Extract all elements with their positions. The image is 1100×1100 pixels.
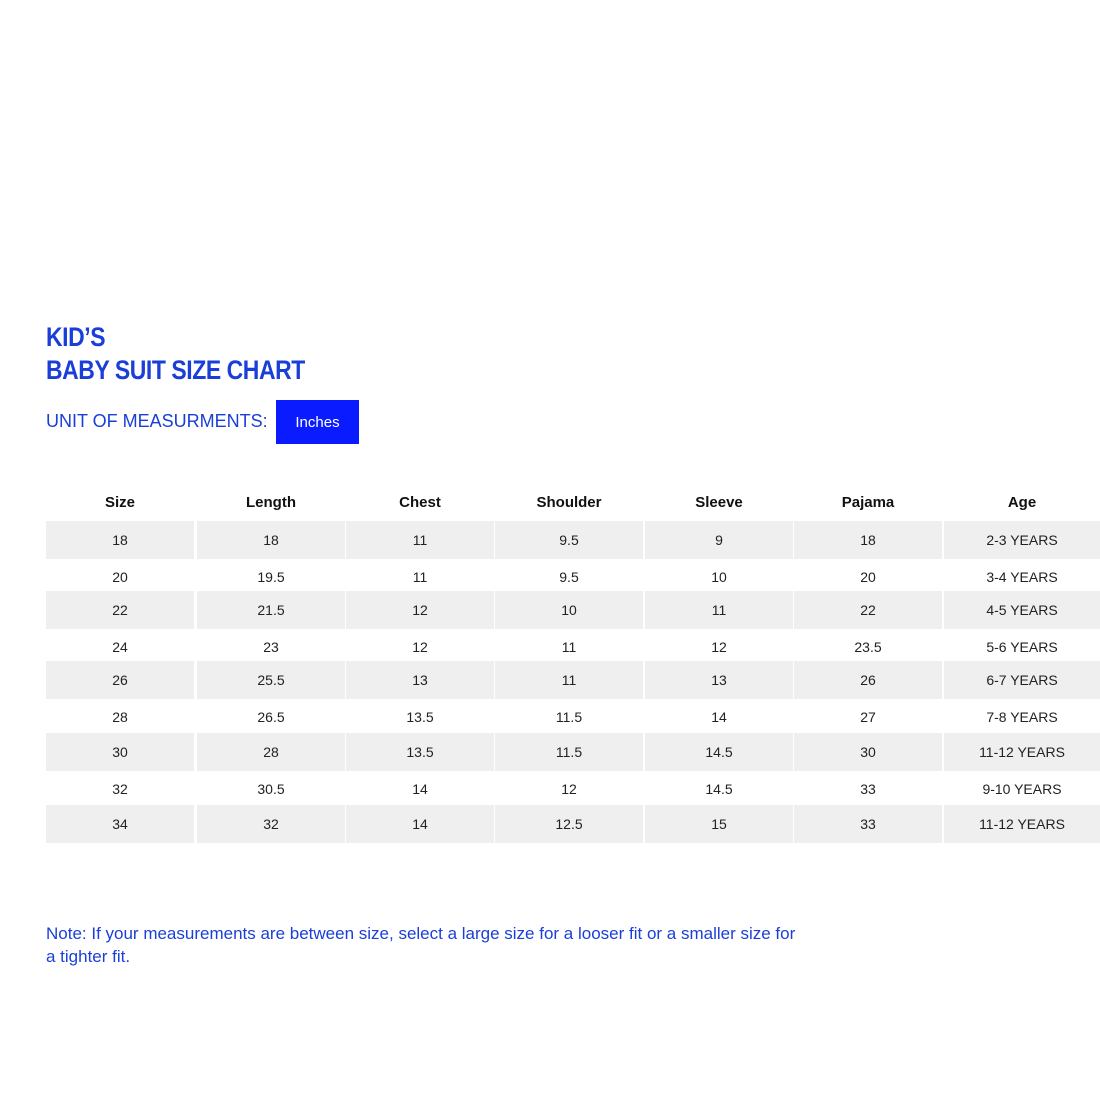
cell-size: 18 [46,521,194,559]
cell-sleeve: 11 [645,591,793,629]
cell-chest: 11 [412,569,428,585]
header-shoulder: Shoulder [536,494,602,511]
cell-length: 19.5 [257,569,285,585]
table-row: 28 26.5 13.5 11.5 14 27 7-8 YEARS [0,698,1100,736]
cell-length: 32 [197,805,345,843]
cell-chest: 13 [346,661,494,699]
cell-age: 3-4 YEARS [986,569,1058,585]
header-pajama: Pajama [841,494,895,511]
cell-chest: 14 [412,781,428,797]
cell-size: 32 [112,781,128,797]
cell-age: 4-5 YEARS [944,591,1100,629]
cell-sleeve: 13 [645,661,793,699]
header-chest: Chest [399,494,441,511]
table-row: 26 25.5 13 11 13 26 6-7 YEARS [0,661,1100,699]
cell-pajama: 23.5 [854,639,882,655]
cell-shoulder: 10 [495,591,643,629]
cell-shoulder: 12 [561,781,577,797]
cell-length: 25.5 [197,661,345,699]
cell-length: 30.5 [257,781,285,797]
table-row: 22 21.5 12 10 11 22 4-5 YEARS [0,591,1100,629]
cell-pajama: 20 [860,569,876,585]
cell-pajama: 22 [794,591,942,629]
cell-pajama: 27 [860,709,876,725]
table-row: 32 30.5 14 12 14.5 33 9-10 YEARS [0,770,1100,808]
cell-chest: 14 [346,805,494,843]
cell-length: 18 [197,521,345,559]
header-length: Length [246,494,296,511]
table-row: 30 28 13.5 11.5 14.5 30 11-12 YEARS [0,733,1100,771]
cell-chest: 12 [412,639,428,655]
unit-label: UNIT OF MEASURMENTS: [46,411,268,431]
cell-age: 6-7 YEARS [944,661,1100,699]
cell-age: 11-12 YEARS [944,805,1100,843]
cell-size: 30 [46,733,194,771]
cell-sleeve: 14.5 [705,781,733,797]
cell-chest: 11 [346,521,494,559]
cell-length: 21.5 [197,591,345,629]
header-size: Size [104,494,135,511]
fit-note: Note: If your measurements are between s… [46,924,796,966]
cell-pajama: 33 [794,805,942,843]
cell-shoulder: 11 [495,661,643,699]
cell-sleeve: 10 [711,569,727,585]
cell-chest: 13.5 [346,733,494,771]
cell-size: 34 [46,805,194,843]
cell-age: 2-3 YEARS [944,521,1100,559]
title-kids: KID’S [46,322,106,352]
cell-sleeve: 12 [711,639,727,655]
cell-sleeve: 9 [645,521,793,559]
cell-shoulder: 11.5 [495,733,643,771]
page-title: BABY SUIT SIZE CHART [46,355,305,385]
unit-selector[interactable]: Inches [276,400,359,444]
table-row: 18 18 11 9.5 9 18 2-3 YEARS [0,521,1100,559]
cell-shoulder: 12.5 [495,805,643,843]
table-row: 20 19.5 11 9.5 10 20 3-4 YEARS [0,558,1100,596]
cell-sleeve: 15 [645,805,793,843]
cell-shoulder: 9.5 [495,521,643,559]
header-sleeve: Sleeve [695,494,743,511]
cell-chest: 12 [346,591,494,629]
cell-shoulder: 11.5 [555,709,583,725]
cell-age: 7-8 YEARS [986,709,1058,725]
cell-size: 20 [112,569,128,585]
cell-sleeve: 14.5 [645,733,793,771]
cell-chest: 13.5 [406,709,434,725]
cell-age: 9-10 YEARS [982,781,1062,797]
cell-shoulder: 11 [561,639,577,655]
cell-pajama: 26 [794,661,942,699]
cell-length: 26.5 [257,709,285,725]
cell-shoulder: 9.5 [559,569,579,585]
header-age: Age [1007,494,1037,511]
cell-pajama: 30 [794,733,942,771]
cell-sleeve: 14 [711,709,727,725]
cell-pajama: 33 [860,781,876,797]
cell-size: 24 [112,639,128,655]
cell-age: 11-12 YEARS [944,733,1100,771]
cell-length: 23 [263,639,279,655]
cell-age: 5-6 YEARS [986,639,1058,655]
table-row: 24 23 12 11 12 23.5 5-6 YEARS [0,628,1100,666]
cell-size: 28 [112,709,128,725]
cell-size: 22 [46,591,194,629]
cell-pajama: 18 [794,521,942,559]
cell-size: 26 [46,661,194,699]
table-row: 34 32 14 12.5 15 33 11-12 YEARS [0,805,1100,843]
cell-length: 28 [197,733,345,771]
